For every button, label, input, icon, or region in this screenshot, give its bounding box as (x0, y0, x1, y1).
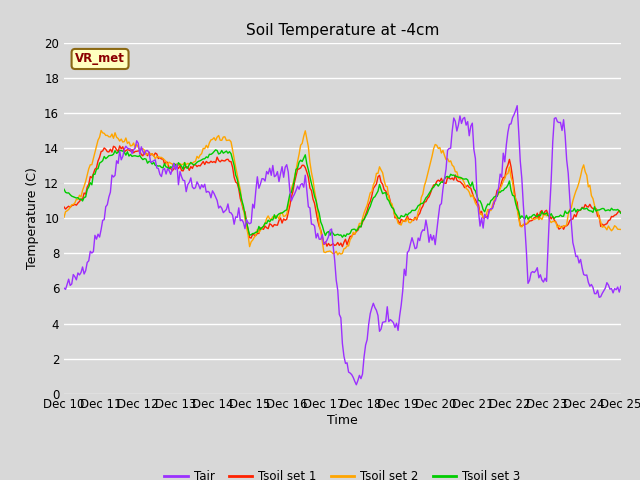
Y-axis label: Temperature (C): Temperature (C) (26, 168, 38, 269)
Text: VR_met: VR_met (75, 52, 125, 65)
Legend: Tair, Tsoil set 1, Tsoil set 2, Tsoil set 3: Tair, Tsoil set 1, Tsoil set 2, Tsoil se… (159, 465, 525, 480)
Title: Soil Temperature at -4cm: Soil Temperature at -4cm (246, 23, 439, 38)
X-axis label: Time: Time (327, 414, 358, 427)
